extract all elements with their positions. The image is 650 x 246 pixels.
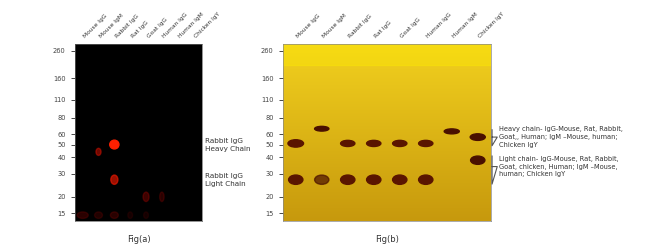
Ellipse shape [393, 140, 407, 147]
Ellipse shape [288, 140, 304, 147]
Ellipse shape [289, 175, 303, 184]
Ellipse shape [470, 134, 486, 140]
Ellipse shape [419, 140, 433, 147]
Ellipse shape [315, 175, 329, 184]
Ellipse shape [94, 212, 103, 218]
Ellipse shape [471, 156, 485, 164]
Ellipse shape [393, 175, 407, 184]
Ellipse shape [111, 212, 118, 218]
Text: Fig(b): Fig(b) [375, 234, 398, 244]
Ellipse shape [419, 175, 433, 184]
Ellipse shape [128, 212, 133, 218]
Ellipse shape [96, 148, 101, 155]
Text: Heavy chain- IgG-Mouse, Rat, Rabbit,
Goat,, Human; IgM –Mouse, human;
Chicken Ig: Heavy chain- IgG-Mouse, Rat, Rabbit, Goa… [499, 126, 623, 148]
Ellipse shape [367, 140, 381, 147]
Ellipse shape [110, 140, 119, 149]
Bar [283, 44, 491, 65]
Text: Rabbit IgG
Light Chain: Rabbit IgG Light Chain [205, 173, 246, 187]
Text: Light chain- IgG-Mouse, Rat, Rabbit,
Goat, chicken, Human; IgM –Mouse,
human; Ch: Light chain- IgG-Mouse, Rat, Rabbit, Goa… [499, 156, 618, 177]
Text: Fig(a): Fig(a) [127, 234, 150, 244]
Ellipse shape [111, 175, 118, 184]
Text: Rabbit IgG
Heavy Chain: Rabbit IgG Heavy Chain [205, 138, 250, 152]
Ellipse shape [367, 175, 381, 184]
Ellipse shape [144, 212, 148, 218]
Ellipse shape [315, 126, 329, 131]
Ellipse shape [143, 192, 149, 201]
Ellipse shape [341, 175, 355, 184]
Ellipse shape [160, 192, 164, 201]
Ellipse shape [77, 212, 88, 218]
Ellipse shape [341, 140, 355, 147]
Ellipse shape [444, 129, 460, 134]
